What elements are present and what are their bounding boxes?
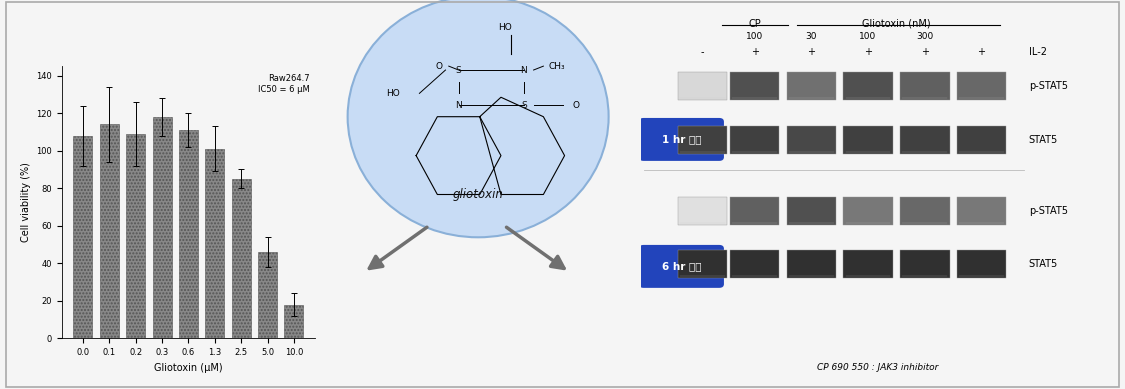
Text: HO: HO — [497, 23, 512, 32]
Text: +: + — [920, 47, 929, 57]
Text: +: + — [978, 47, 986, 57]
Text: +: + — [864, 47, 872, 57]
Text: +: + — [808, 47, 816, 57]
Bar — [730, 197, 780, 225]
Bar — [206, 149, 224, 338]
Text: p-STAT5: p-STAT5 — [1028, 81, 1068, 91]
Text: STAT5: STAT5 — [1028, 135, 1058, 145]
Text: O: O — [435, 61, 442, 71]
Bar — [73, 136, 92, 338]
Bar — [678, 72, 728, 100]
Text: S: S — [456, 65, 461, 75]
Bar — [786, 126, 836, 154]
Text: 6 hr 처리: 6 hr 처리 — [662, 261, 701, 271]
Bar — [678, 126, 728, 154]
Bar — [730, 72, 780, 100]
Text: S: S — [521, 100, 526, 110]
Text: N: N — [521, 65, 528, 75]
X-axis label: Gliotoxin (μM): Gliotoxin (μM) — [154, 363, 223, 373]
Bar — [956, 72, 1006, 100]
Bar — [900, 72, 949, 100]
Bar — [900, 250, 949, 278]
Bar — [678, 197, 728, 225]
Text: 100: 100 — [746, 32, 763, 41]
Text: -: - — [701, 47, 704, 57]
Bar — [179, 130, 198, 338]
Bar — [844, 250, 893, 278]
Bar — [844, 126, 893, 154]
Text: 30: 30 — [806, 32, 817, 41]
Bar — [258, 252, 277, 338]
Text: 300: 300 — [916, 32, 934, 41]
FancyBboxPatch shape — [639, 118, 724, 161]
Text: STAT5: STAT5 — [1028, 259, 1058, 268]
Bar — [956, 250, 1006, 278]
Bar — [844, 72, 893, 100]
Text: CP: CP — [748, 19, 760, 29]
Bar — [786, 197, 836, 225]
Text: HO: HO — [386, 89, 400, 98]
Bar — [786, 72, 836, 100]
Text: gliotoxin: gliotoxin — [452, 188, 504, 201]
Bar — [153, 117, 171, 338]
Text: CH₃: CH₃ — [548, 61, 565, 71]
Text: 1 hr 처리: 1 hr 처리 — [662, 134, 701, 144]
FancyBboxPatch shape — [639, 245, 724, 288]
Text: p-STAT5: p-STAT5 — [1028, 206, 1068, 216]
Bar — [232, 179, 251, 338]
Bar — [844, 197, 893, 225]
Y-axis label: Cell viability (%): Cell viability (%) — [21, 162, 30, 242]
Bar — [900, 197, 949, 225]
Text: +: + — [750, 47, 758, 57]
Text: O: O — [573, 100, 579, 110]
Text: Gliotoxin (nM): Gliotoxin (nM) — [862, 19, 930, 29]
Bar — [956, 126, 1006, 154]
Bar — [100, 124, 119, 338]
Bar — [730, 250, 780, 278]
Ellipse shape — [348, 0, 609, 237]
Bar — [730, 126, 780, 154]
Bar — [956, 197, 1006, 225]
Bar — [786, 250, 836, 278]
Text: IL-2: IL-2 — [1028, 47, 1046, 57]
Text: CP 690 550 : JAK3 inhibitor: CP 690 550 : JAK3 inhibitor — [817, 363, 938, 372]
Text: Raw264.7
IC50 = 6 μM: Raw264.7 IC50 = 6 μM — [259, 74, 310, 94]
Bar — [285, 305, 304, 338]
Text: 100: 100 — [860, 32, 876, 41]
Bar — [678, 250, 728, 278]
Bar — [126, 134, 145, 338]
Text: N: N — [456, 100, 462, 110]
Bar — [900, 126, 949, 154]
